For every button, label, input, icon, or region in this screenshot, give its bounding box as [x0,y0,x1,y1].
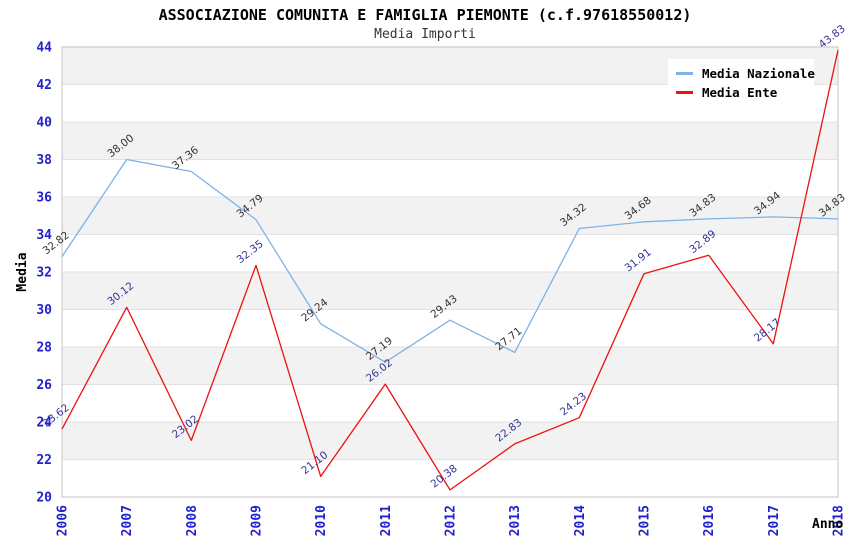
x-tick-label: 2014 [573,505,588,536]
y-tick-label: 28 [36,341,52,356]
chart-title: ASSOCIAZIONE COMUNITA E FAMIGLIA PIEMONT… [158,6,692,24]
media-nazionale-line [61,158,839,363]
chart-subtitle: Media Importi [374,27,476,42]
y-tick-label: 26 [36,378,52,393]
x-tick-label: 2012 [444,505,459,536]
x-tick-label: 2018 [832,505,847,536]
x-tick-label: 2006 [56,505,71,536]
x-axis-title: Anno [812,517,843,532]
x-tick-label: 2016 [702,505,717,536]
x-tick-label: 2007 [120,505,135,536]
legend: Media Nazionale Media Ente [668,59,815,108]
x-tick-label: 2015 [638,505,653,536]
plot-band [62,347,838,385]
y-tick-label: 44 [36,41,52,56]
y-tick-label: 20 [36,491,52,506]
plot-band [62,459,838,497]
y-tick-label: 36 [36,191,52,206]
y-tick-label: 34 [36,228,52,243]
plot-border [61,46,839,498]
legend-label-media-nazionale: Media Nazionale [702,66,815,81]
x-tick-label: 2017 [767,505,782,536]
plot-band [62,197,838,235]
y-tick-label: 32 [36,266,52,281]
y-tick-label: 40 [36,116,52,131]
media-ente-line [61,50,839,491]
x-tick-label: 2013 [508,505,523,536]
legend-item-media-ente: Media Ente [676,83,806,102]
media-nazionale-line-swatch [676,72,693,75]
y-tick-label: 30 [36,303,52,318]
plot-band [62,309,838,347]
y-tick-label: 22 [36,453,52,468]
plot-band [62,384,838,422]
x-tick-label: 2008 [185,505,200,536]
plot-band [62,272,838,310]
y-tick-label: 42 [36,78,52,93]
x-tick-label: 2009 [250,505,265,536]
legend-label-media-ente: Media Ente [702,85,778,100]
plot-band [62,122,838,160]
x-tick-label: 2011 [379,505,394,536]
y-tick-label: 24 [36,416,52,431]
x-tick-label: 2010 [314,505,329,536]
legend-item-media-nazionale: Media Nazionale [676,64,815,83]
y-tick-label: 38 [36,153,52,168]
plot-band [62,159,838,197]
y-axis-title: Media [15,252,30,291]
plot-band [62,234,838,272]
media-ente-line-swatch [676,91,693,94]
